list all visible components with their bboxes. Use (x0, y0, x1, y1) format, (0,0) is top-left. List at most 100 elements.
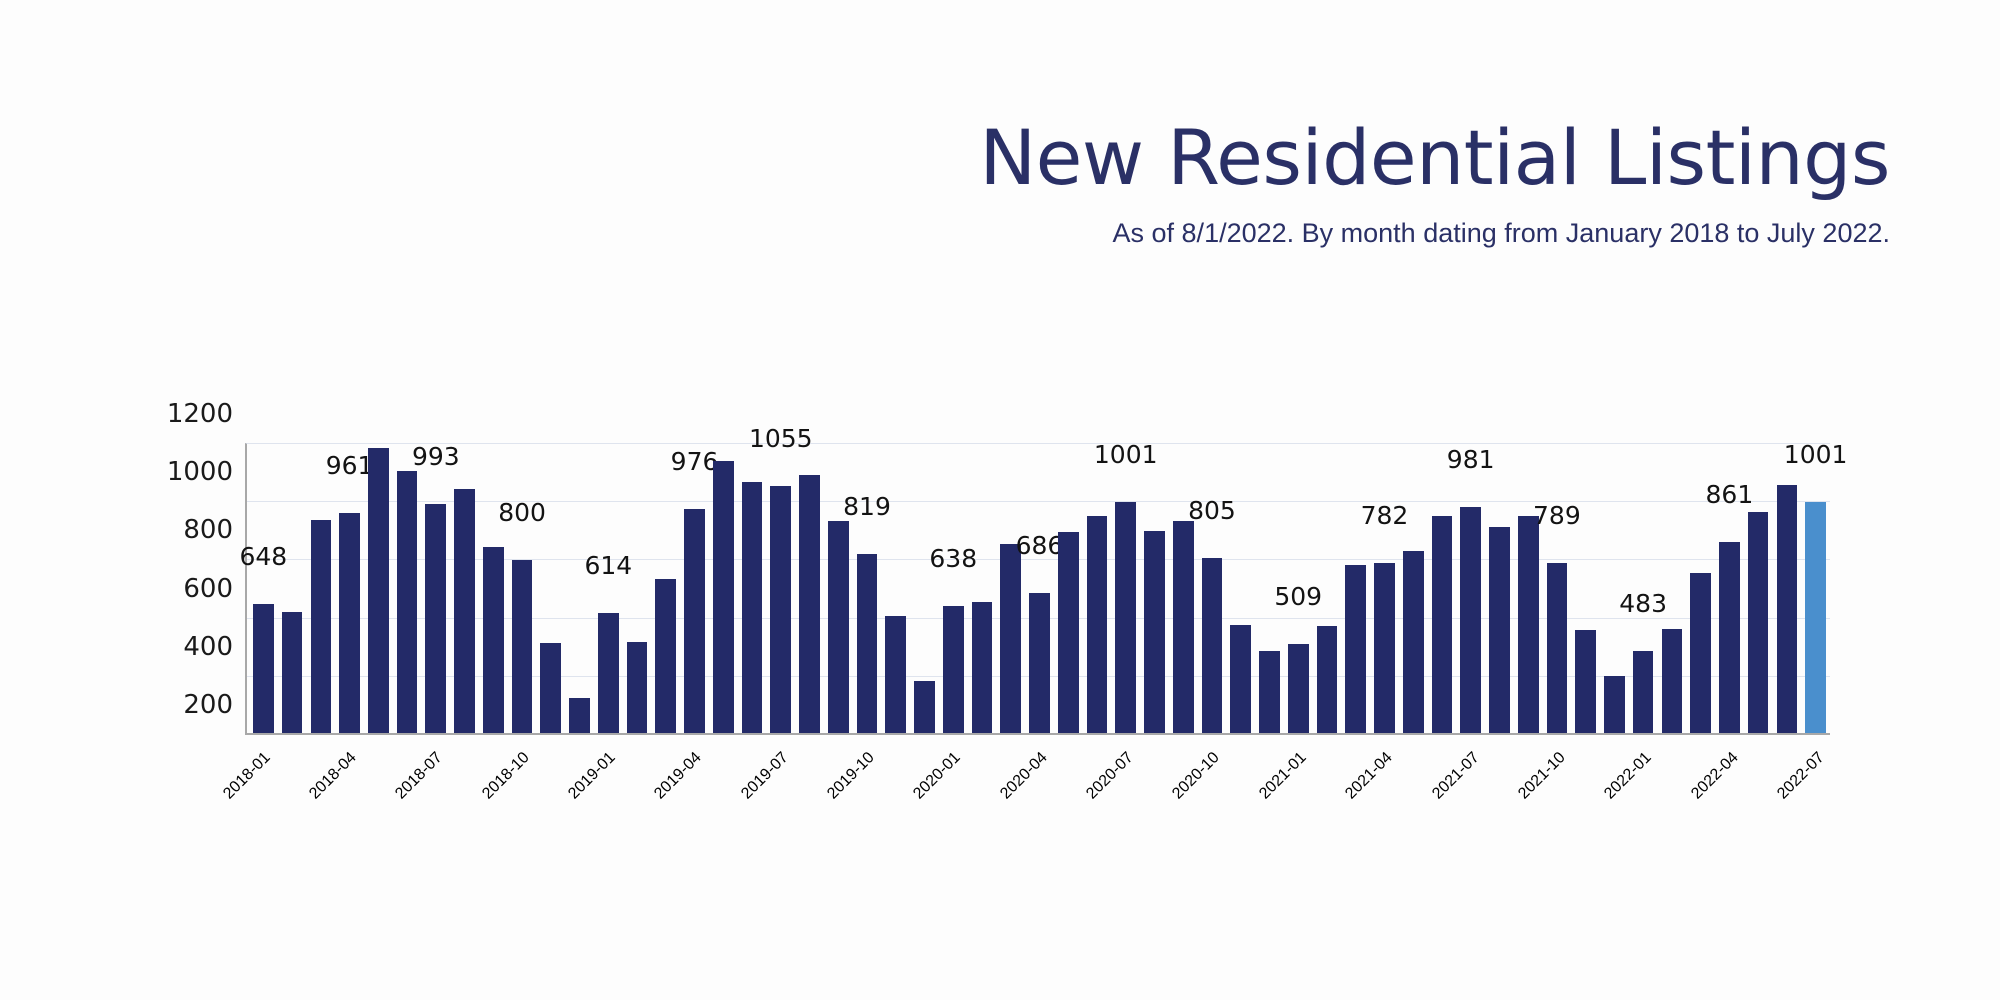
bar[interactable] (482, 546, 504, 733)
bar-slot[interactable]: 483 (1619, 444, 1667, 733)
bar[interactable] (1172, 520, 1194, 733)
bar-slot[interactable] (393, 444, 422, 733)
bar[interactable] (1287, 643, 1309, 733)
bar-slot[interactable] (1255, 444, 1284, 733)
bar-slot[interactable] (1169, 444, 1198, 733)
bar[interactable] (1402, 551, 1424, 733)
bar[interactable] (540, 642, 562, 733)
bar[interactable] (281, 612, 303, 733)
bar[interactable] (770, 485, 792, 733)
bar[interactable] (914, 680, 935, 733)
bar[interactable] (396, 470, 418, 733)
bar-slot[interactable] (623, 444, 652, 733)
bar[interactable] (856, 554, 878, 733)
bar[interactable] (569, 697, 590, 733)
bar-slot[interactable] (536, 444, 565, 733)
bar-slot[interactable]: 993 (412, 442, 460, 733)
bar-slot[interactable] (1226, 444, 1255, 733)
bar[interactable] (1345, 564, 1367, 733)
bar[interactable] (310, 520, 332, 733)
bar[interactable] (1489, 526, 1510, 733)
bar-slot[interactable]: 789 (1533, 444, 1581, 733)
bar[interactable] (1201, 558, 1223, 733)
bar-slot[interactable]: 800 (498, 444, 546, 733)
bar[interactable] (1661, 628, 1683, 733)
bar[interactable] (655, 578, 677, 733)
bar-slot[interactable] (1399, 444, 1428, 733)
bar[interactable] (253, 603, 274, 733)
bar[interactable] (1316, 626, 1338, 733)
bar-slot[interactable] (824, 444, 853, 733)
bar-slot[interactable] (479, 444, 508, 733)
bar-slot[interactable] (1571, 444, 1600, 733)
bar[interactable] (1604, 676, 1625, 733)
bar-slot[interactable]: 981 (1447, 444, 1495, 733)
bar[interactable] (1690, 573, 1711, 733)
bar-slot[interactable] (738, 444, 767, 733)
bar-slot[interactable] (306, 444, 335, 733)
bar[interactable] (1632, 651, 1654, 733)
bar[interactable] (885, 615, 907, 733)
bar-slot[interactable]: 819 (843, 444, 891, 733)
bar[interactable] (1029, 592, 1050, 733)
bar[interactable] (1747, 511, 1769, 733)
bar[interactable] (827, 520, 849, 733)
bar-slot[interactable]: 961 (326, 444, 373, 733)
bar-slot[interactable] (795, 444, 824, 733)
bar-slot[interactable]: 686 (1016, 444, 1063, 733)
bar-slot[interactable]: 782 (1361, 444, 1408, 733)
bar-slot[interactable]: 648 (240, 444, 287, 733)
bar-slot[interactable] (1140, 444, 1169, 733)
bar-slot[interactable]: 976 (671, 444, 718, 733)
bar[interactable] (1719, 541, 1740, 733)
bar-slot[interactable] (278, 444, 307, 733)
bar-slot[interactable] (1083, 444, 1112, 733)
bar-slot[interactable] (996, 444, 1025, 733)
bar[interactable] (1144, 531, 1165, 733)
bar[interactable] (425, 503, 447, 733)
bar-slot[interactable] (364, 444, 393, 733)
bar[interactable] (1115, 501, 1137, 733)
bar[interactable] (1575, 629, 1596, 733)
bar-slot[interactable]: 614 (584, 444, 632, 733)
bar-slot[interactable]: 1055 (749, 424, 813, 733)
bar[interactable] (1374, 562, 1395, 733)
bar[interactable] (1086, 515, 1108, 733)
bar[interactable] (799, 474, 820, 733)
bar-slot[interactable]: 805 (1188, 444, 1236, 733)
bar-slot[interactable] (1054, 444, 1083, 733)
bar-slot[interactable] (565, 444, 594, 733)
bar[interactable] (1776, 485, 1798, 733)
bar-slot[interactable] (968, 444, 997, 733)
bar[interactable] (1546, 562, 1568, 733)
bar-slot[interactable]: 638 (929, 444, 977, 733)
bar-slot[interactable] (450, 444, 479, 733)
bar-slot[interactable] (709, 444, 738, 733)
bar-slot[interactable] (1658, 444, 1687, 733)
bar[interactable] (1230, 624, 1252, 733)
bar[interactable] (942, 606, 964, 733)
bar[interactable] (1805, 501, 1826, 733)
bar-slot[interactable]: 1001 (1784, 440, 1847, 733)
bar[interactable] (1057, 531, 1079, 733)
bar[interactable] (1000, 544, 1022, 733)
bar[interactable] (1517, 515, 1539, 733)
bar-slot[interactable] (1428, 444, 1457, 733)
bar[interactable] (597, 613, 619, 733)
bar-slot[interactable] (1485, 444, 1514, 733)
bar[interactable] (1259, 651, 1280, 733)
bar-slot[interactable] (1773, 444, 1802, 733)
bar-slot[interactable] (1341, 444, 1370, 733)
bar-slot[interactable] (910, 444, 939, 733)
bar-slot[interactable] (1514, 444, 1543, 733)
bar-slot[interactable] (1313, 444, 1342, 733)
bar-slot[interactable] (1744, 444, 1773, 733)
bar-slot[interactable] (651, 444, 680, 733)
bar[interactable] (511, 559, 533, 733)
bar[interactable] (712, 461, 734, 733)
bar[interactable] (339, 513, 360, 733)
bar[interactable] (1460, 507, 1481, 733)
bar-slot[interactable] (1600, 444, 1629, 733)
bar[interactable] (454, 489, 475, 733)
bar[interactable] (1431, 515, 1453, 733)
